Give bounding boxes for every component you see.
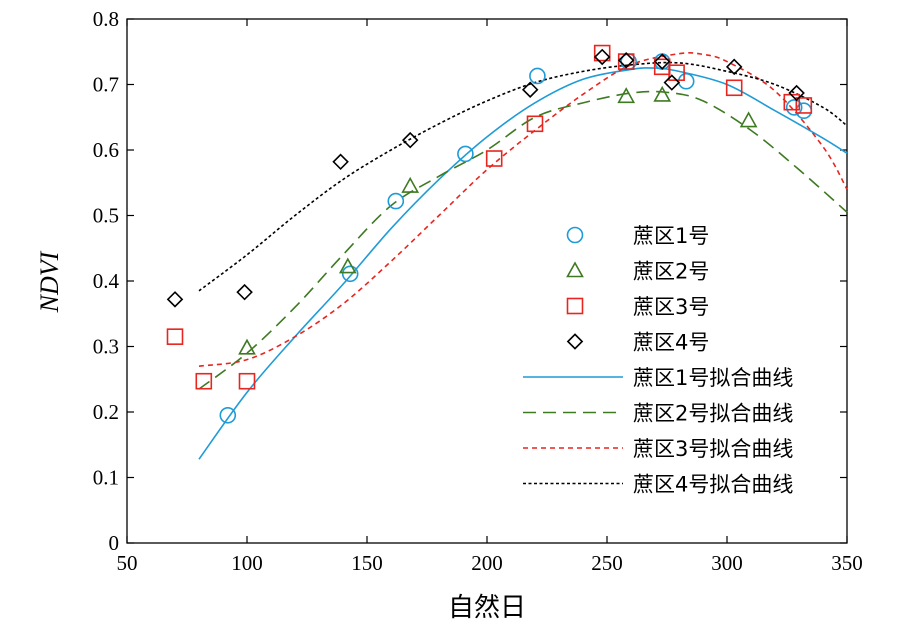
data-point-square — [593, 44, 611, 62]
fit-curve-1 — [198, 67, 848, 460]
legend-item: 蔗区3号拟合曲线 — [523, 437, 793, 461]
data-point-diamond — [166, 291, 184, 308]
y-tick-label: 0.1 — [93, 466, 119, 490]
data-point-diamond — [653, 53, 671, 70]
data-point-circle — [341, 265, 359, 283]
legend-label: 蔗区4号拟合曲线 — [633, 473, 793, 497]
data-point-square — [485, 150, 503, 167]
legend-swatch-circle — [566, 226, 584, 244]
legend-item: 蔗区4号 — [566, 331, 709, 355]
data-point-circle — [219, 406, 237, 424]
x-tick-label: 300 — [711, 551, 743, 575]
legend: 蔗区1号蔗区2号蔗区3号蔗区4号蔗区1号拟合曲线蔗区2号拟合曲线蔗区3号拟合曲线… — [523, 224, 793, 497]
x-tick-label: 250 — [591, 551, 623, 575]
data-point-square — [725, 79, 743, 97]
plot-border — [126, 18, 848, 544]
y-tick-label: 0.6 — [93, 138, 119, 162]
data-point-square — [166, 328, 184, 345]
legend-label: 蔗区3号 — [633, 295, 709, 319]
y-tick-label: 0.8 — [93, 7, 119, 31]
data-point-triangle — [653, 85, 672, 102]
fit-curve-3 — [198, 52, 848, 367]
legend-item: 蔗区1号 — [566, 224, 709, 248]
data-point-triangle — [617, 87, 636, 104]
data-point-triangle — [739, 111, 758, 128]
legend-label: 蔗区2号 — [633, 260, 709, 284]
legend-label: 蔗区3号拟合曲线 — [633, 437, 793, 461]
data-point-diamond — [521, 81, 539, 98]
y-tick-label: 0.4 — [93, 269, 120, 293]
data-point-diamond — [725, 58, 743, 76]
legend-swatch-diamond — [566, 333, 584, 350]
data-point-square — [238, 372, 256, 390]
y-tick-label: 0 — [109, 531, 120, 555]
legend-item: 蔗区3号 — [566, 295, 709, 319]
legend-item: 蔗区1号拟合曲线 — [523, 366, 793, 390]
data-point-diamond — [332, 153, 349, 171]
data-point-diamond — [401, 131, 419, 149]
x-axis-label: 自然日 — [448, 593, 526, 623]
y-axis-label: NDVI — [35, 250, 64, 313]
x-tick-label: 100 — [231, 551, 263, 575]
x-tick-label: 50 — [117, 551, 138, 575]
data-point-diamond — [617, 52, 635, 69]
x-tick-label: 200 — [471, 551, 503, 575]
x-tick-label: 150 — [351, 551, 383, 575]
data-point-circle — [677, 72, 695, 90]
y-tick-label: 0.3 — [93, 335, 119, 359]
x-tick-label: 350 — [831, 551, 863, 575]
data-point-triangle — [338, 257, 357, 274]
legend-label: 蔗区1号拟合曲线 — [633, 366, 793, 390]
legend-swatch-triangle — [566, 261, 584, 278]
data-point-square — [526, 115, 544, 133]
data-point-diamond — [663, 74, 681, 91]
data-point-circle — [387, 192, 405, 210]
y-tick-label: 0.5 — [93, 204, 119, 228]
legend-item: 蔗区2号 — [566, 260, 709, 284]
data-point-square — [795, 97, 813, 114]
data-point-triangle — [401, 176, 420, 193]
data-point-diamond — [236, 283, 253, 301]
data-point-square — [195, 372, 213, 390]
y-tick-label: 0.2 — [93, 400, 119, 424]
legend-label: 蔗区4号 — [633, 331, 709, 355]
data-point-diamond — [788, 84, 805, 102]
legend-label: 蔗区2号拟合曲线 — [633, 402, 793, 426]
y-tick-label: 0.7 — [93, 73, 119, 97]
plot-frame — [126, 18, 848, 544]
data-markers — [166, 44, 813, 424]
data-point-diamond — [593, 48, 611, 66]
fit-curve-2 — [198, 90, 848, 390]
data-point-circle — [457, 145, 474, 163]
legend-swatch-square — [566, 297, 584, 315]
legend-item: 蔗区4号拟合曲线 — [523, 473, 793, 497]
legend-item: 蔗区2号拟合曲线 — [523, 402, 793, 426]
data-point-circle — [785, 99, 803, 116]
data-point-circle — [529, 67, 546, 85]
axis-ticks: 50 100 150 200 250 300 350 0 0.1 0.2 0.3 0.4 0.5 0.6 0… — [93, 7, 863, 575]
legend-label: 蔗区1号 — [633, 224, 709, 248]
data-point-triangle — [238, 338, 256, 355]
